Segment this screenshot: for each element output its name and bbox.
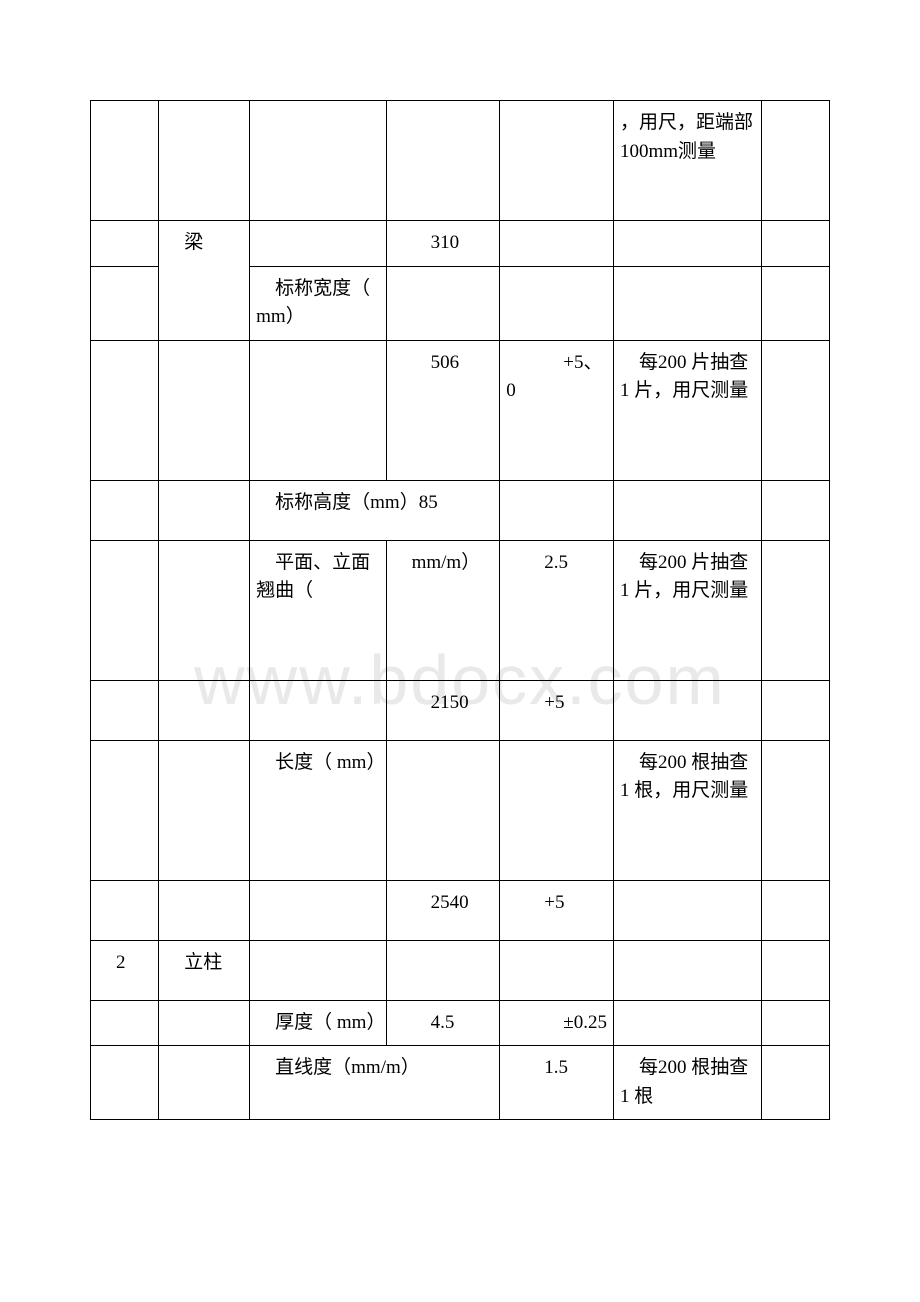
cell	[250, 221, 386, 267]
cell: +5	[500, 880, 614, 940]
cell	[761, 1000, 829, 1046]
table-row: 长度（ mm） 每200 根抽查 1 根，用尺测量	[91, 740, 830, 880]
cell	[91, 1000, 159, 1046]
cell	[500, 266, 614, 340]
cell	[761, 940, 829, 1000]
table-row: 平面、立面翘曲（ mm/m） 2.5 每200 片抽查 1 片，用尺测量	[91, 540, 830, 680]
cell: 2	[91, 940, 159, 1000]
cell: 506	[386, 340, 500, 480]
table-row: 506 +5、 0 每200 片抽查 1 片，用尺测量	[91, 340, 830, 480]
cell	[91, 540, 159, 680]
cell: 2150	[386, 680, 500, 740]
cell	[386, 101, 500, 221]
cell	[500, 480, 614, 540]
table-row: 2 立柱	[91, 940, 830, 1000]
cell: 2.5	[500, 540, 614, 680]
cell: 标称高度（mm）85	[250, 480, 500, 540]
cell	[250, 340, 386, 480]
cell	[761, 340, 829, 480]
cell	[761, 101, 829, 221]
spec-table: ，用尺，距端部100mm测量 梁 310 标称宽度（ mm） 506	[90, 100, 830, 1120]
table-row: ，用尺，距端部100mm测量	[91, 101, 830, 221]
cell	[250, 680, 386, 740]
cell: mm/m）	[386, 540, 500, 680]
cell	[159, 340, 250, 480]
cell	[91, 101, 159, 221]
cell: 2540	[386, 880, 500, 940]
cell	[159, 1046, 250, 1120]
cell: 4.5	[386, 1000, 500, 1046]
cell: 1.5	[500, 1046, 614, 1120]
cell	[761, 1046, 829, 1120]
cell	[91, 221, 159, 267]
cell	[761, 221, 829, 267]
cell: 直线度（mm/m）	[250, 1046, 500, 1120]
table-row: 厚度（ mm） 4.5 ±0.25	[91, 1000, 830, 1046]
cell: 每200 根抽查 1 根，用尺测量	[613, 740, 761, 880]
cell: 每200 片抽查 1 片，用尺测量	[613, 340, 761, 480]
cell	[613, 940, 761, 1000]
cell	[159, 480, 250, 540]
cell	[613, 680, 761, 740]
spec-table-container: ，用尺，距端部100mm测量 梁 310 标称宽度（ mm） 506	[90, 100, 830, 1120]
cell	[386, 266, 500, 340]
cell	[91, 880, 159, 940]
cell	[613, 1000, 761, 1046]
cell: 标称宽度（ mm）	[250, 266, 386, 340]
table-row: 直线度（mm/m） 1.5 每200 根抽查 1 根	[91, 1046, 830, 1120]
cell	[761, 480, 829, 540]
cell: 每200 片抽查 1 片，用尺测量	[613, 540, 761, 680]
cell: 长度（ mm）	[250, 740, 386, 880]
cell: 立柱	[159, 940, 250, 1000]
cell: +5	[500, 680, 614, 740]
cell	[91, 480, 159, 540]
cell	[500, 740, 614, 880]
cell	[159, 740, 250, 880]
cell	[250, 880, 386, 940]
cell	[159, 880, 250, 940]
cell	[500, 101, 614, 221]
cell	[159, 680, 250, 740]
cell: +5、 0	[500, 340, 614, 480]
cell	[613, 480, 761, 540]
cell	[159, 540, 250, 680]
cell	[91, 266, 159, 340]
cell	[91, 340, 159, 480]
table-row: 标称高度（mm）85	[91, 480, 830, 540]
cell	[613, 880, 761, 940]
cell	[386, 740, 500, 880]
cell	[159, 1000, 250, 1046]
cell	[761, 740, 829, 880]
cell	[500, 940, 614, 1000]
cell	[613, 221, 761, 267]
cell	[250, 101, 386, 221]
cell	[761, 540, 829, 680]
table-row: 梁 310	[91, 221, 830, 267]
table-row: 2150 +5	[91, 680, 830, 740]
cell	[91, 680, 159, 740]
cell: ±0.25	[500, 1000, 614, 1046]
table-row: 2540 +5	[91, 880, 830, 940]
cell: 厚度（ mm）	[250, 1000, 386, 1046]
cell: 310	[386, 221, 500, 267]
cell	[91, 740, 159, 880]
cell	[761, 880, 829, 940]
cell	[159, 101, 250, 221]
cell	[761, 680, 829, 740]
cell	[91, 1046, 159, 1120]
cell: 梁	[159, 221, 250, 341]
cell	[613, 266, 761, 340]
cell	[500, 221, 614, 267]
cell: 平面、立面翘曲（	[250, 540, 386, 680]
cell	[386, 940, 500, 1000]
table-body: ，用尺，距端部100mm测量 梁 310 标称宽度（ mm） 506	[91, 101, 830, 1120]
cell: 每200 根抽查 1 根	[613, 1046, 761, 1120]
cell	[250, 940, 386, 1000]
cell: ，用尺，距端部100mm测量	[613, 101, 761, 221]
cell	[761, 266, 829, 340]
